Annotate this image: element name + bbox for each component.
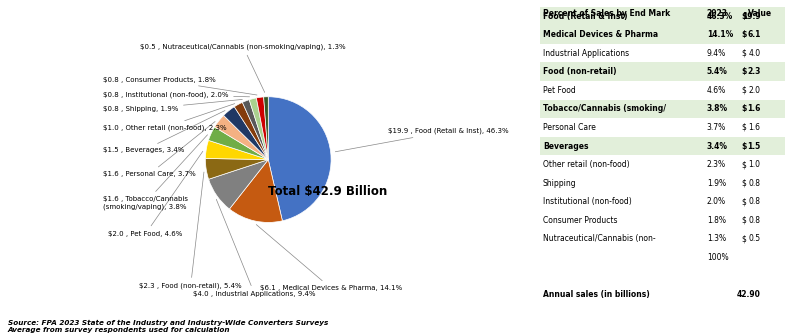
Text: 100%: 100% <box>707 253 728 262</box>
Text: 2.3: 2.3 <box>747 67 761 76</box>
Text: $: $ <box>741 216 746 225</box>
Text: $1.0 , Other retail (non-food), 2.3%: $1.0 , Other retail (non-food), 2.3% <box>103 103 234 131</box>
Text: $1.5 , Beverages, 3.4%: $1.5 , Beverages, 3.4% <box>103 111 225 154</box>
Wedge shape <box>234 102 268 160</box>
Bar <box>540 81 785 99</box>
Text: 1.3%: 1.3% <box>707 235 726 244</box>
Text: Total $42.9 Billion: Total $42.9 Billion <box>268 185 387 198</box>
Text: Institutional (non-food): Institutional (non-food) <box>543 197 632 206</box>
Text: $: $ <box>741 67 746 76</box>
Text: Annual sales (in billions): Annual sales (in billions) <box>543 290 649 299</box>
Bar <box>540 99 785 118</box>
Text: $: $ <box>741 179 746 188</box>
Wedge shape <box>223 107 268 160</box>
Text: 1.9%: 1.9% <box>707 179 726 188</box>
Text: $: $ <box>741 123 746 132</box>
Text: 6.1: 6.1 <box>747 30 761 39</box>
Text: 3.4%: 3.4% <box>707 141 727 151</box>
Text: Industrial Applications: Industrial Applications <box>543 49 629 58</box>
Text: 4.6%: 4.6% <box>707 86 726 95</box>
Text: $4.0 , Industrial Applications, 9.4%: $4.0 , Industrial Applications, 9.4% <box>193 199 316 297</box>
Text: 2.0: 2.0 <box>749 86 761 95</box>
Text: Food (Retail & Inst): Food (Retail & Inst) <box>543 11 627 20</box>
Bar <box>540 155 785 174</box>
Text: 0.8: 0.8 <box>749 216 761 225</box>
Wedge shape <box>208 160 268 209</box>
Text: 1.6: 1.6 <box>749 123 761 132</box>
Wedge shape <box>268 97 331 221</box>
Wedge shape <box>205 140 268 160</box>
Bar <box>540 137 785 155</box>
Wedge shape <box>205 159 268 179</box>
Text: 4.0: 4.0 <box>749 49 761 58</box>
Text: Food (non-retail): Food (non-retail) <box>543 67 616 76</box>
Text: 2.3%: 2.3% <box>707 160 726 169</box>
Text: 1.8%: 1.8% <box>707 216 726 225</box>
Text: $: $ <box>741 197 746 206</box>
Bar <box>540 230 785 248</box>
Text: $0.8 , Institutional (non-food), 2.0%: $0.8 , Institutional (non-food), 2.0% <box>103 91 249 98</box>
Text: Value: Value <box>748 9 772 17</box>
Text: $0.8 , Consumer Products, 1.8%: $0.8 , Consumer Products, 1.8% <box>103 77 257 95</box>
Text: Percent of Sales by End Mark: Percent of Sales by End Mark <box>543 9 670 17</box>
Text: $6.1 , Medical Devices & Pharma, 14.1%: $6.1 , Medical Devices & Pharma, 14.1% <box>256 224 402 291</box>
Text: $0.8 , Shipping, 1.9%: $0.8 , Shipping, 1.9% <box>103 99 242 112</box>
Bar <box>540 118 785 137</box>
Text: Nutraceutical/Cannabis (non-: Nutraceutical/Cannabis (non- <box>543 235 656 244</box>
Wedge shape <box>256 97 268 160</box>
Text: 3.7%: 3.7% <box>707 123 726 132</box>
Text: 3.8%: 3.8% <box>707 104 728 114</box>
Text: $1.6 , Personal Care, 3.7%: $1.6 , Personal Care, 3.7% <box>103 122 215 177</box>
Text: 1.5: 1.5 <box>747 141 761 151</box>
Text: 0.5: 0.5 <box>749 235 761 244</box>
Text: 2.0%: 2.0% <box>707 197 726 206</box>
Text: Other retail (non-food): Other retail (non-food) <box>543 160 630 169</box>
Wedge shape <box>264 97 268 160</box>
Text: Medical Devices & Pharma: Medical Devices & Pharma <box>543 30 658 39</box>
Text: Personal Care: Personal Care <box>543 123 596 132</box>
Bar <box>540 174 785 193</box>
Text: 9.4%: 9.4% <box>707 49 726 58</box>
Text: $: $ <box>741 235 746 244</box>
Text: Tobacco/Cannabis (smoking/: Tobacco/Cannabis (smoking/ <box>543 104 666 114</box>
Bar <box>540 25 785 44</box>
Text: $: $ <box>741 30 746 39</box>
Text: 42.90: 42.90 <box>737 290 761 299</box>
Bar <box>540 44 785 62</box>
Text: Consumer Products: Consumer Products <box>543 216 618 225</box>
Text: $19.9 , Food (Retail & Inst), 46.3%: $19.9 , Food (Retail & Inst), 46.3% <box>335 128 509 152</box>
Text: $2.3 , Food (non-retail), 5.4%: $2.3 , Food (non-retail), 5.4% <box>140 172 242 290</box>
Text: 0.8: 0.8 <box>749 179 761 188</box>
Text: Shipping: Shipping <box>543 179 577 188</box>
Text: 2023: 2023 <box>707 9 727 17</box>
Wedge shape <box>242 100 268 160</box>
Wedge shape <box>249 98 268 160</box>
Text: 1.0: 1.0 <box>749 160 761 169</box>
Text: $: $ <box>741 160 746 169</box>
Bar <box>540 193 785 211</box>
Wedge shape <box>208 127 268 160</box>
Text: $: $ <box>741 86 746 95</box>
Text: $: $ <box>741 49 746 58</box>
Bar <box>540 62 785 81</box>
Text: Pet Food: Pet Food <box>543 86 576 95</box>
Wedge shape <box>215 115 268 160</box>
Text: $2.0 , Pet Food, 4.6%: $2.0 , Pet Food, 4.6% <box>108 151 203 237</box>
Text: $0.5 , Nutraceutical/Cannabis (non-smoking/vaping), 1.3%: $0.5 , Nutraceutical/Cannabis (non-smoki… <box>140 43 346 92</box>
Text: 0.8: 0.8 <box>749 197 761 206</box>
Text: 5.4%: 5.4% <box>707 67 727 76</box>
Text: Beverages: Beverages <box>543 141 589 151</box>
Text: 14.1%: 14.1% <box>707 30 733 39</box>
Wedge shape <box>230 160 282 222</box>
Text: $: $ <box>741 141 746 151</box>
Text: 1.6: 1.6 <box>747 104 761 114</box>
Text: $: $ <box>741 104 746 114</box>
Bar <box>540 7 785 25</box>
Text: $: $ <box>741 11 746 20</box>
Text: 19.9: 19.9 <box>742 11 761 20</box>
Text: 46.3%: 46.3% <box>707 11 733 20</box>
Text: Source: FPA 2023 State of the Industry and Industry-Wide Converters Surveys
Aver: Source: FPA 2023 State of the Industry a… <box>8 320 328 333</box>
Text: $1.6 , Tobacco/Cannabis
(smoking/vaping), 3.8%: $1.6 , Tobacco/Cannabis (smoking/vaping)… <box>103 135 208 210</box>
Bar <box>540 211 785 230</box>
